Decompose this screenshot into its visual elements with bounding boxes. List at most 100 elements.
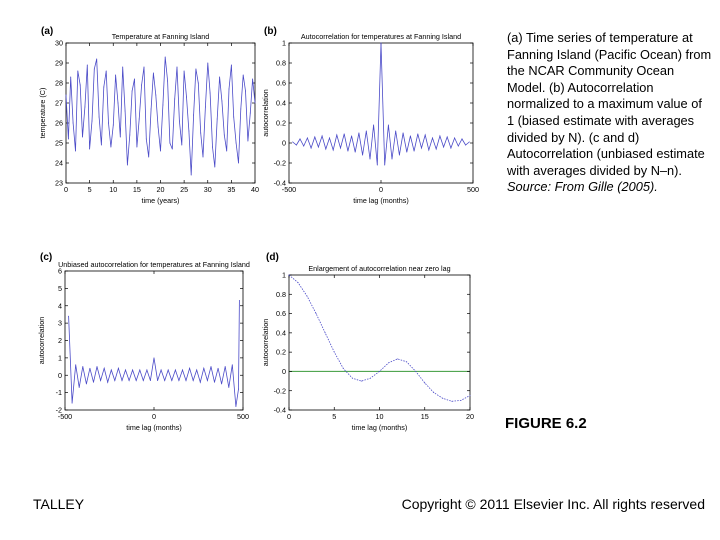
data-point (160, 369, 162, 371)
data-point (202, 156, 204, 158)
y-tick-label: 6 (58, 267, 62, 276)
data-point (224, 366, 226, 368)
data-point (230, 64, 232, 66)
data-point (432, 137, 433, 139)
data-point (112, 124, 114, 126)
data-point (433, 392, 435, 394)
data-point (240, 108, 242, 110)
data-point (155, 94, 157, 96)
y-tick-label: 0.4 (276, 328, 286, 337)
data-point (217, 367, 219, 369)
data-point (129, 134, 131, 136)
y-tick-label: 0 (282, 367, 286, 376)
data-point (110, 369, 112, 371)
plot-frame (65, 42, 256, 184)
data-point (171, 380, 173, 381)
data-point (223, 134, 225, 136)
data-point (89, 148, 91, 150)
panel-c-chart: (c) Unbiased autocorrelation for temperat… (37, 252, 250, 432)
data-point (428, 149, 430, 151)
data-point (249, 112, 251, 114)
data-point (209, 92, 211, 94)
data-point (252, 78, 254, 80)
data-point (193, 114, 195, 116)
data-point (325, 148, 327, 150)
data-point (96, 58, 98, 60)
data-point (181, 144, 183, 146)
data-point (212, 146, 213, 148)
data-point (306, 137, 308, 139)
data-point (100, 144, 102, 146)
data-point (126, 164, 128, 166)
data-point (387, 124, 389, 126)
panel-b-chart: (b) Autocorrelation for temperatures at F… (261, 26, 479, 205)
data-point (93, 68, 95, 70)
data-point (143, 66, 145, 68)
data-point (306, 295, 308, 297)
data-point (162, 104, 164, 106)
chart-title: Unbiased autocorrelation for temperature… (58, 260, 250, 269)
data-point (196, 369, 198, 371)
x-axis-label: time lag (months) (353, 196, 409, 205)
plot-frame (288, 274, 471, 411)
panel-label: (b) (264, 26, 277, 37)
x-tick-label: 0 (379, 185, 383, 194)
data-point (206, 380, 208, 381)
data-point (157, 380, 159, 381)
plot-frame (64, 270, 244, 411)
data-point (315, 313, 317, 315)
data-point (343, 133, 345, 135)
data-point (333, 351, 335, 353)
data-point (110, 146, 112, 148)
panel-label: (d) (266, 252, 279, 263)
data-point (379, 370, 380, 372)
data-point (188, 130, 190, 132)
data-point (365, 130, 367, 132)
data-point (242, 74, 244, 76)
data-point (79, 84, 81, 86)
data-point (132, 369, 134, 371)
data-point (409, 135, 411, 137)
data-point (460, 399, 462, 401)
data-point (146, 369, 148, 371)
data-point (136, 146, 138, 148)
data-point (183, 70, 185, 72)
data-point (292, 141, 294, 143)
data-point (148, 156, 150, 158)
y-tick-label: 30 (55, 39, 63, 48)
data-point (303, 145, 305, 147)
data-point (117, 102, 119, 104)
data-point (103, 367, 105, 369)
data-point (219, 76, 221, 78)
data-point (82, 366, 84, 368)
data-point (351, 377, 353, 379)
x-tick-label: 40 (251, 185, 259, 194)
x-tick-label: 0 (64, 185, 68, 194)
data-point (351, 135, 353, 137)
y-axis-label: autocorrelation (261, 319, 270, 367)
data-point (465, 144, 467, 146)
panel-d-chart: (d) Enlargement of autocorrelation near z… (261, 252, 474, 432)
figure-label: FIGURE 6.2 (505, 415, 587, 432)
data-point (77, 70, 79, 72)
data-point (235, 142, 237, 144)
data-point (468, 141, 470, 143)
y-tick-label: 28 (55, 79, 63, 88)
data-point (435, 148, 437, 150)
data-point (82, 136, 83, 138)
data-point (75, 150, 76, 152)
chart-title: Temperature at Fanning Island (112, 32, 210, 41)
data-point (247, 140, 249, 142)
data-point (439, 135, 441, 137)
data-point (388, 362, 390, 364)
data-point (210, 366, 212, 368)
data-point (176, 66, 178, 68)
data-point (402, 132, 404, 134)
data-point (413, 150, 415, 152)
data-point (152, 72, 154, 74)
y-tick-label: 0.2 (276, 119, 286, 128)
data-point (358, 132, 360, 134)
data-point (398, 154, 400, 156)
data-point (200, 132, 202, 134)
x-tick-label: -500 (282, 185, 296, 194)
